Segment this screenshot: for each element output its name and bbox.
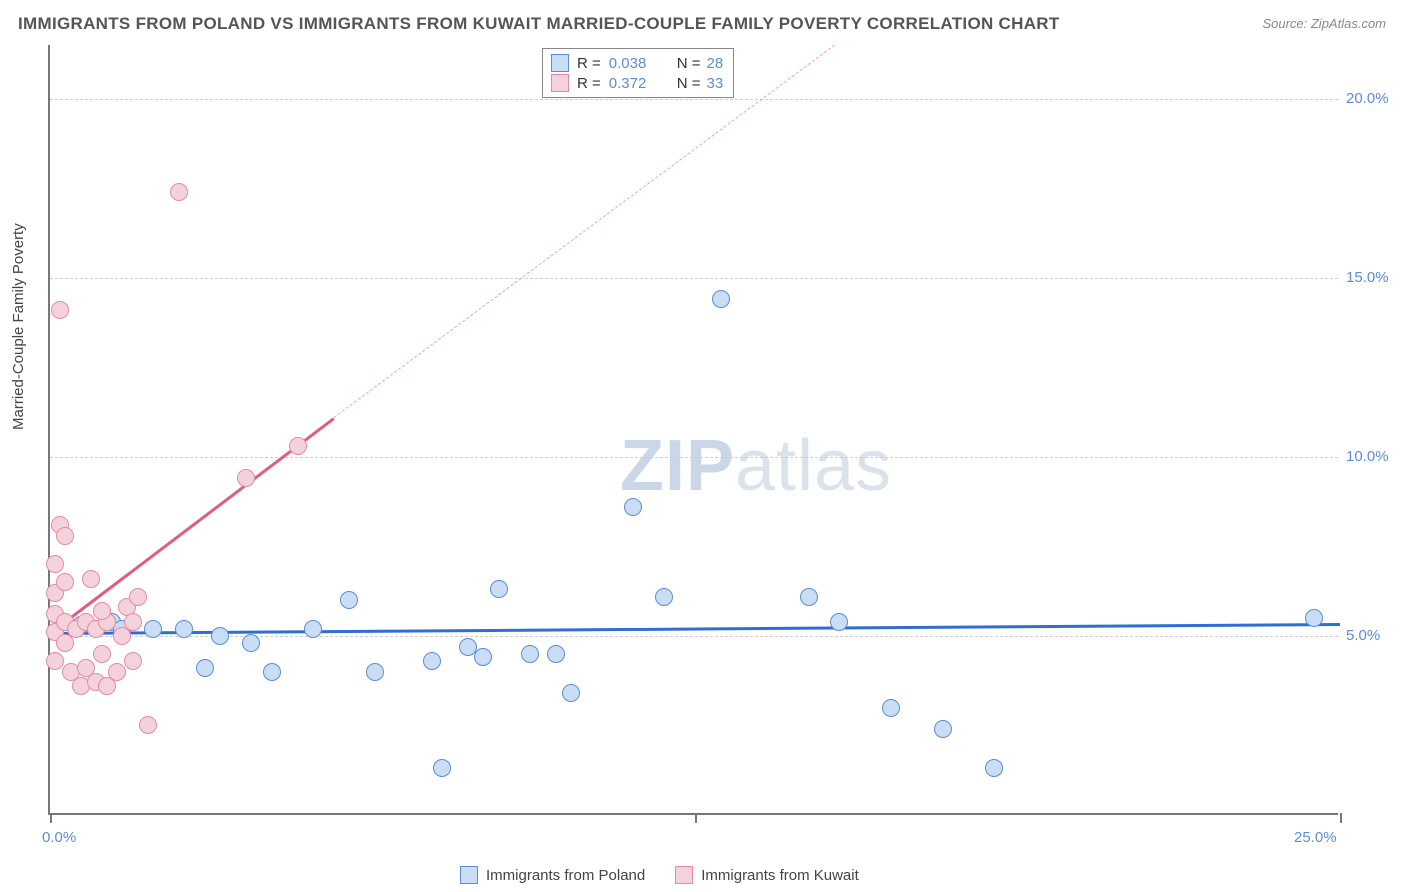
- y-tick-label: 5.0%: [1346, 627, 1380, 644]
- data-point: [882, 699, 900, 717]
- x-tick-mark: [1340, 813, 1342, 823]
- stat-r-value-poland: 0.038: [609, 55, 657, 72]
- data-point: [196, 659, 214, 677]
- plot-area: ZIPatlas: [48, 45, 1338, 815]
- data-point: [712, 290, 730, 308]
- stat-n-value-kuwait: 33: [707, 75, 724, 92]
- data-point: [124, 652, 142, 670]
- y-tick-label: 10.0%: [1346, 448, 1389, 465]
- data-point: [56, 527, 74, 545]
- correlation-chart: IMMIGRANTS FROM POLAND VS IMMIGRANTS FRO…: [0, 0, 1406, 892]
- data-point: [655, 588, 673, 606]
- legend-item-kuwait: Immigrants from Kuwait: [675, 866, 859, 884]
- stats-row-kuwait: R = 0.372 N = 33: [551, 73, 723, 93]
- data-point: [340, 591, 358, 609]
- y-tick-label: 20.0%: [1346, 90, 1389, 107]
- y-tick-label: 15.0%: [1346, 269, 1389, 286]
- x-tick-mark: [50, 813, 52, 823]
- data-point: [129, 588, 147, 606]
- y-axis-label: Married-Couple Family Poverty: [10, 223, 27, 430]
- data-point: [108, 663, 126, 681]
- watermark-bold: ZIP: [620, 426, 735, 506]
- data-point: [237, 469, 255, 487]
- data-point: [93, 645, 111, 663]
- legend-bottom: Immigrants from Poland Immigrants from K…: [460, 866, 859, 884]
- stats-legend-box: R = 0.038 N = 28 R = 0.372 N = 33: [542, 48, 734, 98]
- data-point: [1305, 609, 1323, 627]
- swatch-kuwait: [675, 866, 693, 884]
- swatch-poland: [460, 866, 478, 884]
- chart-title: IMMIGRANTS FROM POLAND VS IMMIGRANTS FRO…: [18, 14, 1060, 34]
- stat-r-label: R =: [577, 75, 601, 92]
- stat-n-label: N =: [677, 75, 701, 92]
- data-point: [51, 301, 69, 319]
- legend-label-poland: Immigrants from Poland: [486, 867, 645, 884]
- data-point: [304, 620, 322, 638]
- data-point: [175, 620, 193, 638]
- x-tick-mark: [695, 813, 697, 823]
- data-point: [56, 573, 74, 591]
- legend-label-kuwait: Immigrants from Kuwait: [701, 867, 859, 884]
- x-tick-label: 0.0%: [42, 829, 76, 846]
- stat-n-label: N =: [677, 55, 701, 72]
- data-point: [211, 627, 229, 645]
- data-point: [830, 613, 848, 631]
- data-point: [985, 759, 1003, 777]
- data-point: [521, 645, 539, 663]
- watermark-rest: atlas: [735, 426, 892, 506]
- data-point: [82, 570, 100, 588]
- data-point: [366, 663, 384, 681]
- data-point: [800, 588, 818, 606]
- trend-line: [333, 45, 834, 418]
- data-point: [490, 580, 508, 598]
- data-point: [547, 645, 565, 663]
- data-point: [474, 648, 492, 666]
- gridline: [50, 278, 1338, 279]
- data-point: [242, 634, 260, 652]
- data-point: [289, 437, 307, 455]
- data-point: [124, 613, 142, 631]
- gridline: [50, 457, 1338, 458]
- data-point: [139, 716, 157, 734]
- data-point: [170, 183, 188, 201]
- source-attribution: Source: ZipAtlas.com: [1262, 16, 1386, 31]
- data-point: [624, 498, 642, 516]
- stat-r-value-kuwait: 0.372: [609, 75, 657, 92]
- data-point: [263, 663, 281, 681]
- data-point: [423, 652, 441, 670]
- x-tick-label: 25.0%: [1294, 829, 1337, 846]
- data-point: [144, 620, 162, 638]
- data-point: [433, 759, 451, 777]
- stats-row-poland: R = 0.038 N = 28: [551, 53, 723, 73]
- trend-line: [50, 623, 1340, 635]
- legend-item-poland: Immigrants from Poland: [460, 866, 645, 884]
- stat-n-value-poland: 28: [707, 55, 724, 72]
- data-point: [934, 720, 952, 738]
- swatch-poland: [551, 54, 569, 72]
- gridline: [50, 99, 1338, 100]
- data-point: [93, 602, 111, 620]
- stat-r-label: R =: [577, 55, 601, 72]
- watermark: ZIPatlas: [620, 425, 892, 507]
- swatch-kuwait: [551, 74, 569, 92]
- data-point: [562, 684, 580, 702]
- data-point: [46, 555, 64, 573]
